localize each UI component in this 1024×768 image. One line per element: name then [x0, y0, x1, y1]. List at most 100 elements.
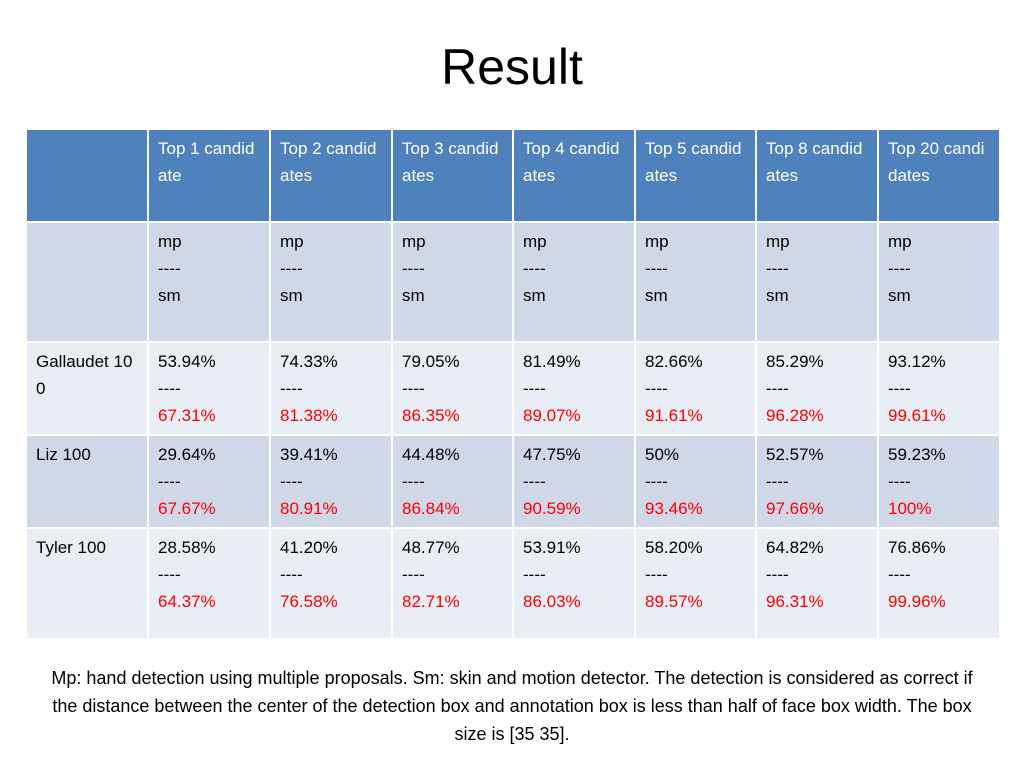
- sm-value: 86.35%: [402, 406, 460, 425]
- legend-mp-label: mp: [645, 232, 669, 251]
- value-separator: ----: [888, 565, 911, 584]
- value-separator: ----: [280, 472, 303, 491]
- sm-value: 82.71%: [402, 592, 460, 611]
- sm-value: 99.61%: [888, 406, 946, 425]
- header-top-4: Top 4 candidates: [512, 128, 636, 223]
- mp-value: 47.75%: [523, 445, 581, 464]
- mp-value: 39.41%: [280, 445, 338, 464]
- result-cell: 28.58% ---- 64.37%: [147, 527, 271, 640]
- legend-sm-label: sm: [523, 286, 546, 305]
- value-separator: ----: [523, 379, 546, 398]
- row-label: Tyler 100: [25, 527, 149, 640]
- sm-value: 86.03%: [523, 592, 581, 611]
- header-top-20: Top 20 candidates: [877, 128, 1001, 223]
- mp-value: 82.66%: [645, 352, 703, 371]
- mp-value: 76.86%: [888, 538, 946, 557]
- sm-value: 96.28%: [766, 406, 824, 425]
- mp-value: 29.64%: [158, 445, 216, 464]
- legend-separator: ----: [523, 259, 546, 278]
- mp-value: 53.91%: [523, 538, 581, 557]
- mp-value: 53.94%: [158, 352, 216, 371]
- legend-separator: ----: [402, 259, 425, 278]
- result-cell: 48.77% ---- 82.71%: [391, 527, 514, 640]
- header-top-3: Top 3 candidates: [391, 128, 514, 223]
- value-separator: ----: [280, 565, 303, 584]
- mp-value: 50%: [645, 445, 680, 464]
- legend-sm-label: sm: [280, 286, 303, 305]
- legend-row-label: [25, 221, 149, 343]
- value-separator: ----: [158, 379, 181, 398]
- header-top-8: Top 8 candidates: [755, 128, 879, 223]
- legend-sm-label: sm: [766, 286, 789, 305]
- result-cell: 50% ---- 93.46%: [634, 434, 757, 529]
- value-separator: ----: [402, 472, 425, 491]
- mp-value: 52.57%: [766, 445, 824, 464]
- legend-sm-label: sm: [158, 286, 181, 305]
- result-cell: 41.20% ---- 76.58%: [269, 527, 393, 640]
- mp-value: 85.29%: [766, 352, 824, 371]
- legend-cell: mp ---- sm: [634, 221, 757, 343]
- result-cell: 29.64% ---- 67.67%: [147, 434, 271, 529]
- value-separator: ----: [766, 379, 789, 398]
- result-cell: 64.82% ---- 96.31%: [755, 527, 879, 640]
- result-cell: 59.23% ---- 100%: [877, 434, 1001, 529]
- value-separator: ----: [523, 565, 546, 584]
- result-cell: 74.33% ---- 81.38%: [269, 341, 393, 436]
- sm-value: 76.58%: [280, 592, 338, 611]
- legend-separator: ----: [158, 259, 181, 278]
- legend-cell: mp ---- sm: [755, 221, 879, 343]
- sm-value: 90.59%: [523, 499, 581, 518]
- legend-mp-label: mp: [158, 232, 182, 251]
- legend-separator: ----: [280, 259, 303, 278]
- sm-value: 99.96%: [888, 592, 946, 611]
- table-row: Liz 100 29.64% ---- 67.67% 39.41% ---- 80.91% 4…: [25, 434, 1001, 529]
- legend-cell: mp ---- sm: [269, 221, 393, 343]
- sm-value: 91.61%: [645, 406, 703, 425]
- legend-sm-label: sm: [888, 286, 911, 305]
- sm-value: 86.84%: [402, 499, 460, 518]
- mp-value: 81.49%: [523, 352, 581, 371]
- value-separator: ----: [158, 472, 181, 491]
- legend-mp-label: mp: [766, 232, 790, 251]
- sm-value: 80.91%: [280, 499, 338, 518]
- legend-sm-label: sm: [645, 286, 668, 305]
- mp-value: 41.20%: [280, 538, 338, 557]
- row-label: Liz 100: [25, 434, 149, 529]
- value-separator: ----: [645, 472, 668, 491]
- sm-value: 67.67%: [158, 499, 216, 518]
- result-cell: 85.29% ---- 96.28%: [755, 341, 879, 436]
- legend-row: mp ---- sm mp ---- sm mp ---- sm mp ---- sm mp ---- sm…: [25, 221, 1001, 343]
- sm-value: 97.66%: [766, 499, 824, 518]
- sm-value: 96.31%: [766, 592, 824, 611]
- result-cell: 93.12% ---- 99.61%: [877, 341, 1001, 436]
- mp-value: 28.58%: [158, 538, 216, 557]
- value-separator: ----: [645, 379, 668, 398]
- legend-separator: ----: [645, 259, 668, 278]
- sm-value: 89.07%: [523, 406, 581, 425]
- result-cell: 44.48% ---- 86.84%: [391, 434, 514, 529]
- legend-cell: mp ---- sm: [877, 221, 1001, 343]
- header-top-2: Top 2 candidates: [269, 128, 393, 223]
- header-top-1: Top 1 candidate: [147, 128, 271, 223]
- sm-value: 81.38%: [280, 406, 338, 425]
- header-top-5: Top 5 candidates: [634, 128, 757, 223]
- result-cell: 52.57% ---- 97.66%: [755, 434, 879, 529]
- result-cell: 53.91% ---- 86.03%: [512, 527, 636, 640]
- value-separator: ----: [645, 565, 668, 584]
- legend-cell: mp ---- sm: [512, 221, 636, 343]
- result-cell: 82.66% ---- 91.61%: [634, 341, 757, 436]
- mp-value: 48.77%: [402, 538, 460, 557]
- sm-value: 67.31%: [158, 406, 216, 425]
- result-cell: 76.86% ---- 99.96%: [877, 527, 1001, 640]
- legend-mp-label: mp: [888, 232, 912, 251]
- result-cell: 47.75% ---- 90.59%: [512, 434, 636, 529]
- value-separator: ----: [402, 379, 425, 398]
- table-row: Gallaudet 100 53.94% ---- 67.31% 74.33% ---- 8…: [25, 341, 1001, 436]
- value-separator: ----: [523, 472, 546, 491]
- mp-value: 58.20%: [645, 538, 703, 557]
- result-cell: 39.41% ---- 80.91%: [269, 434, 393, 529]
- sm-value: 89.57%: [645, 592, 703, 611]
- mp-value: 59.23%: [888, 445, 946, 464]
- value-separator: ----: [766, 472, 789, 491]
